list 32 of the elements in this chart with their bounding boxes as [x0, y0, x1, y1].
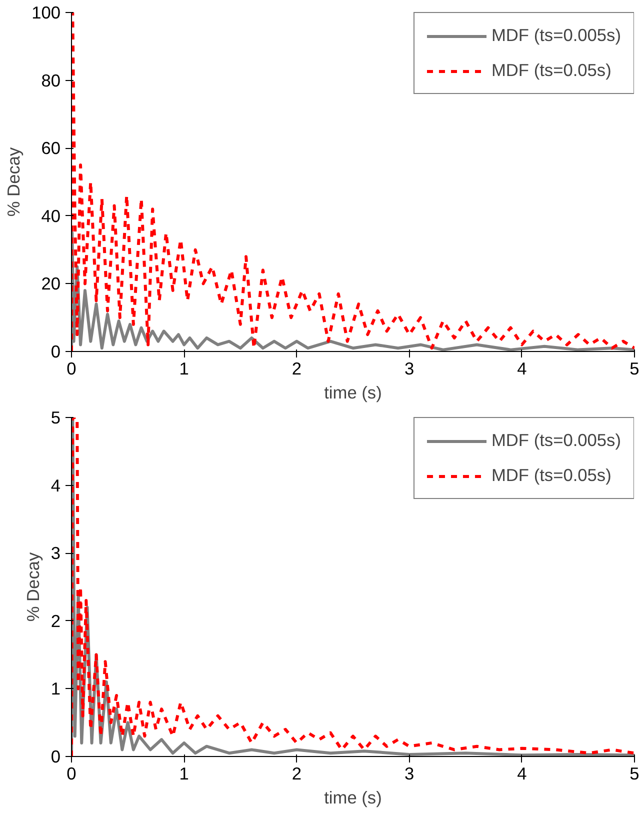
y-tick-label: 4 [50, 475, 61, 496]
y-axis-title: % Decay [22, 552, 43, 622]
x-tick-label: 0 [66, 764, 76, 784]
x-tick-label: 2 [292, 358, 302, 378]
x-tick-label: 3 [404, 764, 414, 784]
x-tick-label: 0 [66, 358, 76, 378]
y-tick-label: 2 [50, 610, 61, 631]
legend-label: MDF (ts=0.005s) [491, 430, 621, 451]
y-tick-label: 20 [41, 274, 61, 294]
y-tick-label: 5 [50, 408, 61, 428]
x-tick-label: 5 [630, 358, 640, 378]
y-axis-title: % Decay [4, 146, 24, 217]
y-tick-label: 80 [41, 70, 61, 90]
y-tick-label: 0 [50, 746, 61, 766]
x-tick-label: 5 [630, 764, 640, 784]
legend-label: MDF (ts=0.05s) [491, 465, 612, 486]
x-axis-title: time (s) [324, 382, 382, 402]
y-tick-label: 1 [50, 678, 61, 699]
y-tick-label: 0 [50, 342, 61, 362]
x-tick-label: 1 [179, 358, 189, 378]
legend-label: MDF (ts=0.005s) [491, 25, 621, 46]
x-tick-label: 2 [292, 764, 302, 784]
legend-label: MDF (ts=0.05s) [491, 60, 612, 81]
x-axis-title: time (s) [324, 788, 382, 808]
y-tick-label: 3 [50, 543, 61, 564]
y-tick-label: 40 [41, 206, 61, 226]
x-tick-label: 1 [179, 764, 189, 784]
y-tick-label: 100 [32, 2, 61, 22]
x-tick-label: 4 [517, 358, 528, 378]
x-tick-label: 3 [404, 358, 414, 378]
y-tick-label: 60 [41, 138, 61, 158]
x-tick-label: 4 [517, 764, 528, 784]
